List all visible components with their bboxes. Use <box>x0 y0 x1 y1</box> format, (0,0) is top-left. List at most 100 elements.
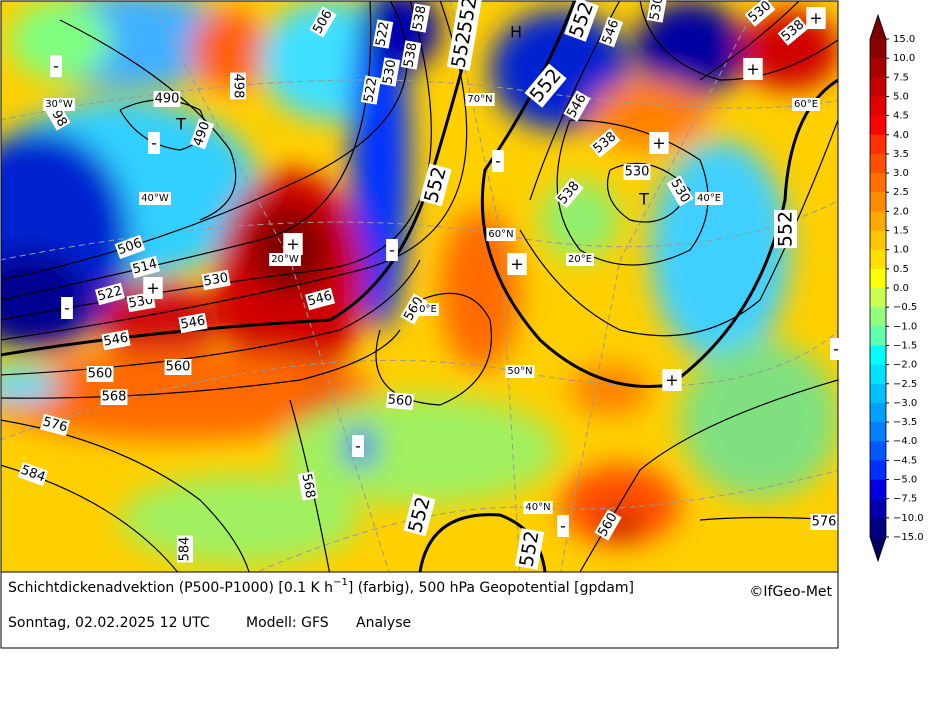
contour-label-group: 552 <box>452 0 483 36</box>
caption-title: Schichtdickenadvektion (P500-P1000) [0.1… <box>8 577 634 596</box>
colorbar-label: −0.5 <box>893 302 917 313</box>
contour-label: 568 <box>298 472 317 499</box>
contour-label-box <box>178 312 208 334</box>
colorbar-label: −4.0 <box>893 436 917 447</box>
contour-label-group: 522 <box>372 19 394 49</box>
advection-marker-box <box>806 7 826 29</box>
graticule-label-box <box>565 253 595 266</box>
colorbar-label: 7.5 <box>893 72 909 83</box>
colorbar-label: −3.5 <box>893 417 917 428</box>
advection-marker-box <box>283 233 303 255</box>
advection-marker: + <box>146 279 159 298</box>
caption-kind: Analyse <box>356 615 411 631</box>
colorbar-segment <box>870 288 886 308</box>
advection-marker-box <box>143 277 163 299</box>
advection-marker: + <box>809 9 822 28</box>
colorbar-segment <box>870 422 886 442</box>
advection-marker-box <box>352 435 364 457</box>
contour-label: 546 <box>179 313 206 332</box>
contour-label-box <box>777 16 809 46</box>
colorbar-label: 1.0 <box>893 245 909 256</box>
advection-field <box>1 1 838 565</box>
contour-label: 576 <box>812 515 837 530</box>
contour-label-group: 568 <box>100 389 128 405</box>
advection-marker-box <box>386 239 398 261</box>
graticule-label: 40°E <box>697 193 721 204</box>
advection-marker: + <box>665 371 678 390</box>
colorbar-segment <box>870 58 886 78</box>
contour-label-box <box>623 164 651 180</box>
contour-label-box <box>177 535 193 563</box>
advection-marker-group: - <box>352 435 364 457</box>
colorbar-label: 0.0 <box>893 283 909 294</box>
contour-label-box <box>230 72 246 100</box>
advection-marker: + <box>510 255 523 274</box>
contour-label-group: 552 <box>514 528 545 570</box>
contour-label-group: 546 <box>304 287 336 311</box>
graticule-label-box <box>486 228 516 241</box>
colorbar-label: −4.5 <box>893 455 917 466</box>
contour-label-group: 560 <box>164 359 192 375</box>
colorbar-segment <box>870 441 886 461</box>
colorbar-label: −10.0 <box>893 513 924 524</box>
graticule-label: 20°E <box>568 254 592 265</box>
advection-marker: - <box>151 134 157 153</box>
advection-marker-group: - <box>50 55 62 77</box>
contour-label-group: 576 <box>810 514 838 530</box>
contour-label-box <box>409 3 431 33</box>
contour-label-box <box>189 118 215 150</box>
contour-label-group: 530 <box>623 164 651 180</box>
pressure-center: H <box>510 23 522 42</box>
contour-label-group: 514 <box>129 255 161 279</box>
contour-label: 522 <box>361 76 380 103</box>
graticule-label-box <box>523 501 553 514</box>
advection-marker-group: - <box>830 338 842 360</box>
colorbar-label: −1.5 <box>893 340 917 351</box>
advection-marker: - <box>560 517 566 536</box>
contour-label-box <box>810 514 838 530</box>
advection-marker-group: - <box>492 150 504 172</box>
graticule-label: 40°N <box>525 502 550 513</box>
contour-label-group: 498 <box>230 72 246 100</box>
contour-label: 522 <box>96 284 124 305</box>
pressure-center: T <box>638 190 649 209</box>
pressure-center: T <box>175 115 186 134</box>
contour-label-box <box>400 40 422 70</box>
graticule-label-box <box>791 98 821 111</box>
advection-marker: - <box>355 437 361 456</box>
colorbar-segment <box>870 96 886 117</box>
colorbar-label: 2.5 <box>893 187 909 198</box>
contour-label: 546 <box>102 330 129 349</box>
contour-label-group: 552 <box>774 209 797 249</box>
colorbar-segment <box>870 77 886 97</box>
contour-label: 576 <box>41 415 69 436</box>
graticule-label-box <box>694 192 724 205</box>
graticule-label-group: 40°W <box>139 192 171 205</box>
contour-label: 560 <box>387 392 413 409</box>
colorbar-segment <box>870 326 886 346</box>
graticule-label-box <box>417 303 439 316</box>
advection-marker-box <box>662 369 682 391</box>
advection-marker-box <box>50 55 62 77</box>
colorbar-segment <box>870 115 886 136</box>
contour-label-group: 538 <box>400 40 422 70</box>
graticule-label: 60°N <box>488 229 513 240</box>
advection-marker: + <box>652 134 665 153</box>
graticule-label: 20°W <box>271 254 299 265</box>
contour-label-box <box>419 163 452 207</box>
advection-marker-group: - <box>386 239 398 261</box>
contour-label: 538 <box>410 4 429 31</box>
contour-label: 538 <box>401 41 420 68</box>
caption-date: Sonntag, 02.02.2025 12 UTC <box>8 615 210 631</box>
contour-label-box <box>360 75 382 105</box>
contour-label-group: 490 <box>189 118 215 150</box>
colorbar-segment <box>870 134 886 155</box>
contour-label-box <box>101 329 131 351</box>
colorbar-label: −15.0 <box>893 532 924 543</box>
contour-label-group: 560 <box>385 391 415 411</box>
contour-label-box <box>309 6 337 38</box>
contour-label-box <box>774 209 797 249</box>
contour-label: 568 <box>102 390 127 405</box>
contour-label-box <box>646 0 668 23</box>
